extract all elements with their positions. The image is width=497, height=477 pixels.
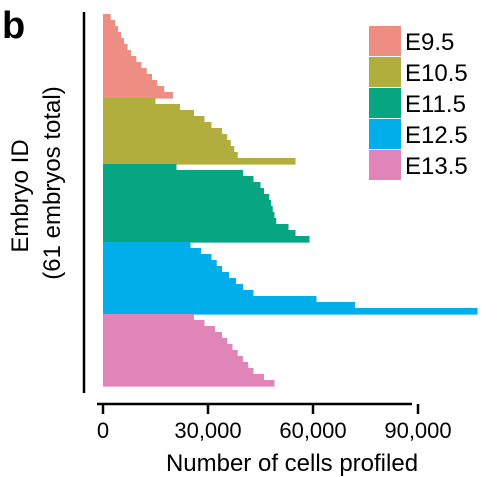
legend-swatch-e11-5 (369, 88, 401, 118)
legend-swatch-e12-5 (369, 119, 401, 149)
bar-e12-5-embryo-5 (103, 266, 222, 273)
bar-e9-5-embryo-9 (103, 62, 142, 69)
bar-e11-5-embryo-11 (103, 224, 289, 231)
bar-e10-5-embryo-10 (103, 152, 238, 159)
bar-e9-5-embryo-4 (103, 32, 122, 39)
bar-e10-5-embryo-3 (103, 110, 194, 117)
bar-e12-5-embryo-12 (103, 308, 478, 315)
bar-e11-5-embryo-1 (103, 164, 177, 171)
bar-e10-5-embryo-8 (103, 140, 231, 147)
bar-e11-5-embryo-9 (103, 212, 275, 219)
bar-e11-5-embryo-12 (103, 230, 296, 237)
bar-e9-5-embryo-12 (103, 80, 158, 87)
y-axis-label-line1: Embryo ID (7, 139, 34, 252)
panel-label: b (2, 5, 25, 47)
bar-e13-5-embryo-10 (103, 368, 254, 375)
bar-e13-5-embryo-9 (103, 362, 249, 369)
bar-e9-5-embryo-2 (103, 20, 116, 27)
bar-e13-5-embryo-7 (103, 350, 238, 357)
bar-e12-5-embryo-10 (103, 296, 317, 303)
bar-e10-5-embryo-1 (103, 98, 156, 105)
bar-e10-5-embryo-6 (103, 128, 222, 135)
legend: E9.5 E10.5 E11.5 E12.5 E13.5 (369, 26, 468, 180)
bar-e13-5-embryo-12 (103, 380, 275, 387)
bar-e12-5-embryo-3 (103, 254, 212, 261)
x-axis-ticks: 0 30,000 60,000 90,000 (97, 404, 452, 443)
bar-e13-5-embryo-8 (103, 356, 243, 363)
x-tick-label: 60,000 (279, 418, 346, 443)
x-axis-label: Number of cells profiled (166, 450, 418, 477)
bar-e13-5-embryo-3 (103, 326, 215, 333)
bar-e12-5-embryo-6 (103, 272, 229, 279)
bar-e11-5-embryo-2 (103, 170, 243, 177)
bar-e9-5-embryo-6 (103, 44, 128, 51)
x-tick-label: 90,000 (384, 418, 451, 443)
bar-e11-5-embryo-6 (103, 194, 270, 201)
bar-e13-5-embryo-2 (103, 320, 205, 327)
bar-e10-5-embryo-7 (103, 134, 228, 141)
legend-swatch-e9-5 (369, 26, 401, 56)
bars-group (103, 14, 478, 387)
bar-e12-5-embryo-11 (103, 302, 355, 309)
legend-label-e11-5: E11.5 (405, 91, 466, 118)
bar-e13-5-embryo-4 (103, 332, 222, 339)
bar-e12-5-embryo-2 (103, 248, 201, 255)
bar-e9-5-embryo-11 (103, 74, 152, 81)
bar-e11-5-embryo-13 (103, 236, 310, 243)
legend-swatch-e10-5 (369, 57, 401, 87)
bar-e10-5-embryo-2 (103, 104, 180, 111)
bar-e13-5-embryo-11 (103, 374, 264, 381)
x-tick-label: 30,000 (174, 418, 241, 443)
bar-e11-5-embryo-7 (103, 200, 271, 207)
legend-label-e12-5: E12.5 (405, 122, 468, 149)
x-tick-label: 0 (97, 418, 109, 443)
bar-e11-5-embryo-3 (103, 176, 254, 183)
bar-e9-5-embryo-3 (103, 26, 119, 33)
bar-e10-5-embryo-9 (103, 146, 235, 153)
legend-label-e9-5: E9.5 (405, 29, 454, 56)
bar-e9-5-embryo-5 (103, 38, 124, 45)
bar-e12-5-embryo-9 (103, 290, 254, 297)
legend-label-e13-5: E13.5 (405, 153, 468, 180)
bar-e9-5-embryo-13 (103, 86, 165, 93)
bar-e12-5-embryo-1 (103, 242, 191, 249)
legend-swatch-e13-5 (369, 150, 401, 180)
bar-e11-5-embryo-10 (103, 218, 277, 225)
bar-e12-5-embryo-4 (103, 260, 217, 267)
y-axis-label-line2: (61 embryos total) (39, 86, 66, 279)
bar-e9-5-embryo-1 (103, 14, 111, 21)
bar-e11-5-embryo-8 (103, 206, 273, 213)
bar-e13-5-embryo-1 (103, 314, 194, 321)
bar-e11-5-embryo-4 (103, 182, 261, 189)
bar-e10-5-embryo-11 (103, 158, 296, 165)
bar-e9-5-embryo-7 (103, 50, 131, 57)
legend-label-e10-5: E10.5 (405, 60, 468, 87)
bar-e13-5-embryo-5 (103, 338, 228, 345)
bar-e9-5-embryo-10 (103, 68, 147, 75)
bar-e12-5-embryo-7 (103, 278, 236, 285)
bar-e9-5-embryo-14 (103, 92, 173, 99)
bar-e10-5-embryo-4 (103, 116, 205, 123)
bar-e12-5-embryo-8 (103, 284, 243, 291)
bar-e10-5-embryo-5 (103, 122, 212, 129)
bar-e9-5-embryo-8 (103, 56, 137, 63)
bar-e11-5-embryo-5 (103, 188, 264, 195)
bar-e13-5-embryo-6 (103, 344, 233, 351)
